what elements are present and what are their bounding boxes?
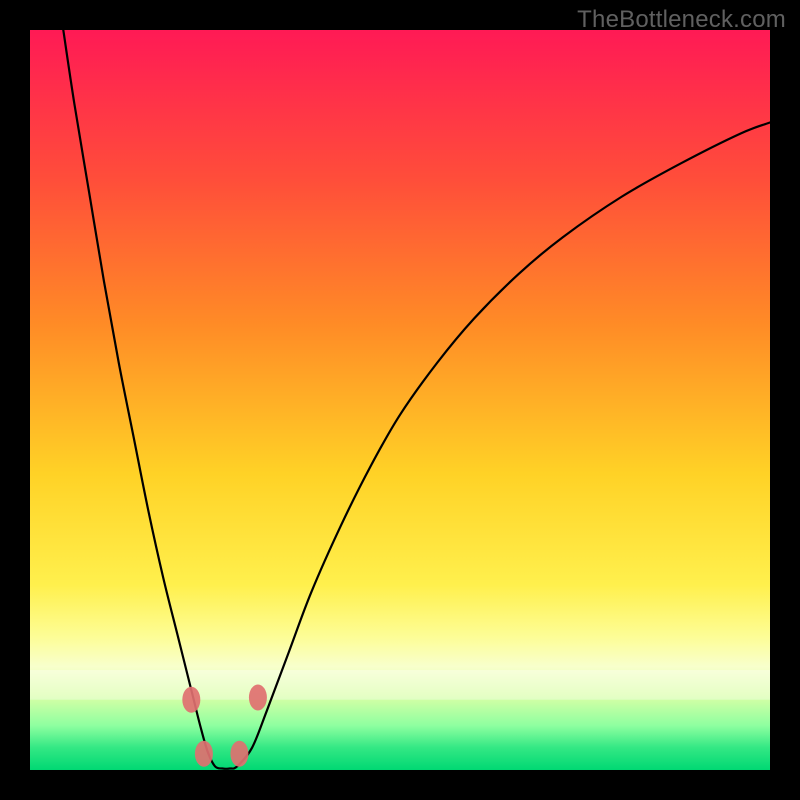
watermark-text: TheBottleneck.com [577, 6, 786, 34]
chart-container: TheBottleneck.com [0, 0, 800, 800]
curve-marker [195, 741, 213, 767]
bottleneck-chart [0, 0, 800, 800]
curve-marker [230, 741, 248, 767]
plot-background [30, 30, 770, 770]
curve-marker [182, 687, 200, 713]
curve-marker [249, 684, 267, 710]
highlight-band [30, 670, 770, 700]
